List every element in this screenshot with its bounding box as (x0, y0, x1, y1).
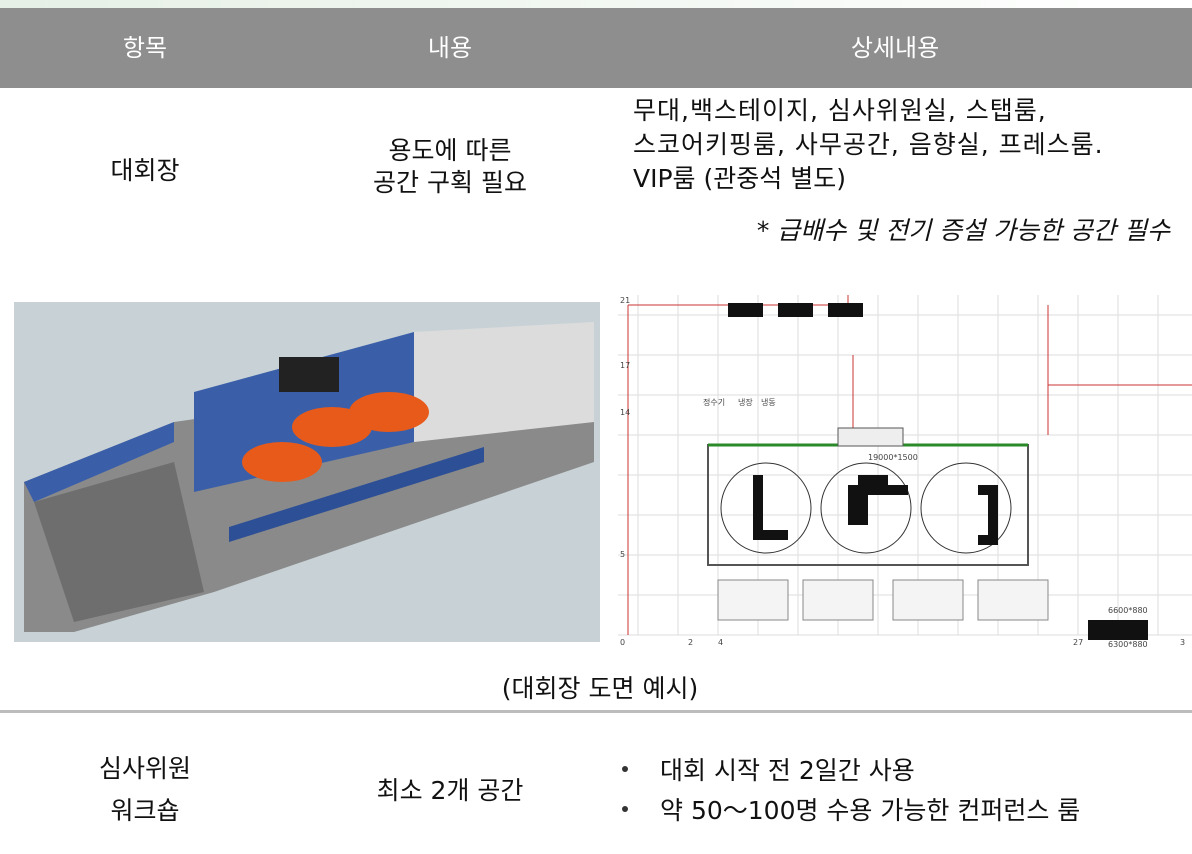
render-3d (14, 302, 600, 642)
bullet-text: 약 50～100명 수용 가능한 컨퍼런스 룸 (660, 796, 1081, 825)
plan-label: 4 (718, 638, 723, 647)
caption: (대회장 도면 예시) (501, 674, 699, 703)
item: 심사위원 (98, 754, 192, 783)
plan-label: 6300*880 (1108, 640, 1148, 649)
content: 최소 2개 공간 (376, 776, 524, 805)
plan-label: 0 (620, 638, 625, 647)
plan-label: 5 (620, 550, 625, 559)
top-tint (0, 0, 1192, 8)
header-cell: 상세내용 (850, 34, 940, 62)
plan-label: 3 (1180, 638, 1185, 647)
detail: VIP룸 (관중석 별도) (633, 164, 846, 193)
plan-label: 정수기 (703, 397, 725, 407)
detail: 스코어키핑룸, 사무공간, 음향실, 프레스룸. (633, 130, 1104, 159)
bullet (622, 766, 628, 772)
plan-label: 6600*880 (1108, 606, 1148, 615)
plan-label: 27 (1073, 638, 1083, 647)
plan-label: 2 (688, 638, 693, 647)
plan-label: 냉장 (738, 397, 753, 407)
header-cell: 항목 (122, 34, 168, 62)
content: 공간 구획 필요 (373, 168, 527, 197)
plan-label: 21 (620, 296, 630, 305)
header-cell: 내용 (427, 34, 473, 62)
floor-plan: 21 17 14 5 0 2 4 27 3 정수기 냉장 냉동 19000*1500 6600*880 63… (618, 295, 1192, 650)
bullet (622, 806, 628, 812)
header-bar (0, 8, 1192, 88)
row-divider (0, 710, 1192, 713)
plan-label: 19000*1500 (868, 453, 918, 462)
plan-label: 14 (620, 408, 630, 417)
detail: 무대,백스테이지, 심사위원실, 스탭룸, (633, 96, 1047, 125)
item: 대회장 (110, 156, 180, 185)
content: 용도에 따른 (388, 136, 512, 165)
bullet-text: 대회 시작 전 2일간 사용 (660, 756, 915, 785)
item: 워크숍 (110, 796, 180, 825)
plan-label: 17 (620, 361, 630, 370)
plan-label: 냉동 (761, 397, 776, 407)
note: * 급배수 및 전기 증설 가능한 공간 필수 (756, 216, 1170, 245)
